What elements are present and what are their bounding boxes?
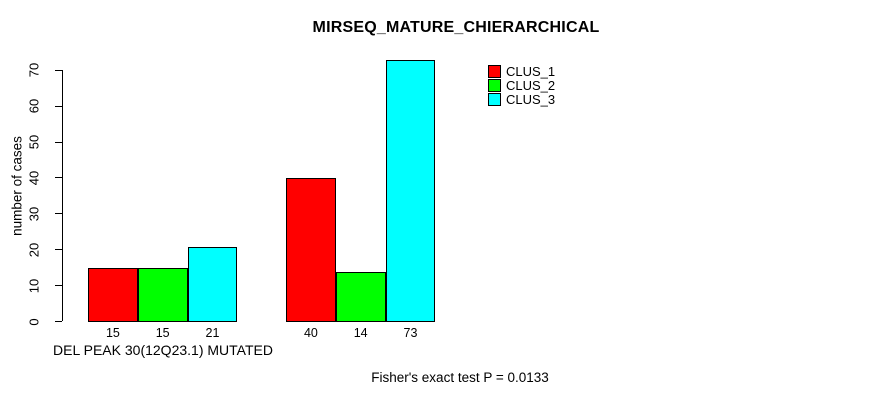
legend-label: CLUS_1: [506, 64, 556, 79]
y-axis-tick-label-text: 40: [26, 170, 42, 186]
y-axis-tick: [55, 69, 62, 71]
legend-label: CLUS_2: [506, 78, 556, 93]
y-axis-tick: [55, 285, 62, 287]
y-axis-label-text: number of cases: [9, 136, 25, 236]
legend-label: CLUS_3: [506, 92, 556, 107]
bar-value-label: 15: [155, 326, 170, 340]
y-axis-tick-label-text: 50: [26, 134, 42, 150]
y-axis-tick: [55, 321, 62, 322]
legend-swatch-clus_1: [488, 65, 501, 78]
legend-row-clus_2: CLUS_2: [488, 79, 555, 92]
legend: CLUS_1 CLUS_2 CLUS_3: [488, 65, 555, 107]
bar-clus_2-group2: [335, 271, 386, 322]
bar-value-label: 21: [205, 326, 220, 340]
legend-row-clus_3: CLUS_3: [488, 93, 555, 106]
y-axis-line: [62, 70, 63, 322]
y-axis-tick: [55, 105, 62, 107]
y-axis-tick-label-text: 0: [26, 317, 42, 326]
x-axis-label: DEL PEAK 30(12Q23.1) MUTATED: [53, 342, 273, 358]
bar-value-label: 40: [303, 326, 318, 340]
y-axis-tick: [55, 249, 62, 251]
y-axis-tick-label-text: 10: [26, 278, 42, 293]
bar-value-label: 14: [353, 326, 368, 340]
bar-value-label: 73: [403, 326, 418, 340]
bar-clus_3-group1: [187, 246, 238, 322]
y-axis-tick: [55, 213, 62, 215]
y-axis-tick: [55, 141, 62, 143]
bar-value-label: 15: [105, 326, 120, 340]
annotation-text: Fisher's exact test P = 0.0133: [371, 370, 549, 385]
legend-row-clus_1: CLUS_1: [488, 65, 555, 78]
bar-clus_3-group2: [385, 59, 436, 322]
y-axis-tick-label-text: 60: [26, 98, 42, 114]
bar-clus_1-group2: [286, 178, 336, 322]
y-axis-tick-label-text: 30: [26, 206, 42, 222]
legend-swatch-clus_2: [488, 79, 501, 92]
bar-clus_1-group1: [88, 268, 138, 322]
bar-clus_2-group1: [137, 268, 188, 322]
y-axis-tick: [55, 177, 62, 179]
y-axis-tick-label-text: 70: [26, 62, 42, 78]
legend-swatch-clus_3: [488, 93, 501, 106]
y-axis-tick-label-text: 20: [26, 242, 42, 257]
chart-title: MIRSEQ_MATURE_CHIERARCHICAL: [312, 19, 600, 36]
